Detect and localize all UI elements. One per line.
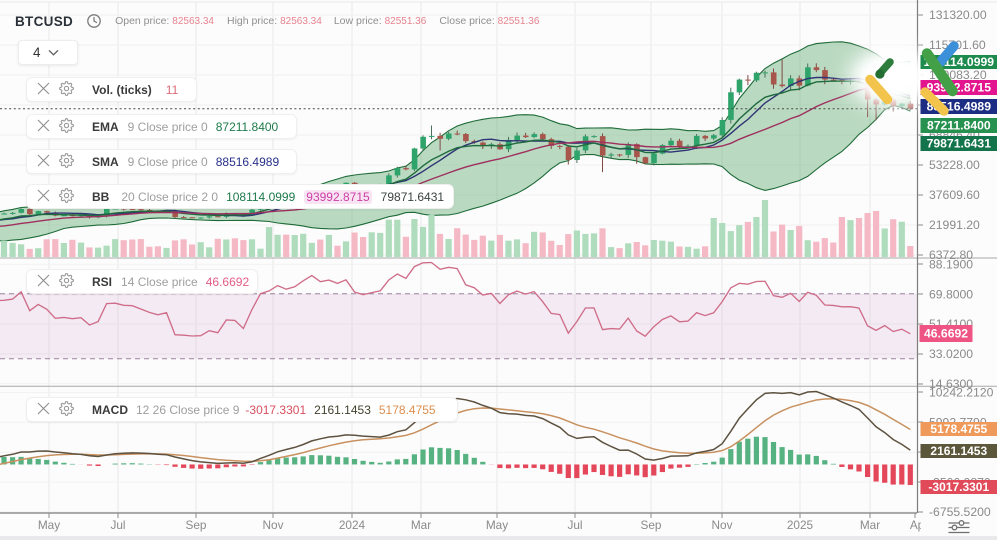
svg-text:79871.6431: 79871.6431: [927, 137, 992, 151]
svg-text:Mar: Mar: [860, 518, 880, 532]
svg-text:5178.4755: 5178.4755: [930, 422, 987, 436]
svg-text:14.6300: 14.6300: [929, 377, 973, 391]
svg-text:93992.8715: 93992.8715: [927, 81, 992, 95]
svg-text:May: May: [486, 518, 508, 532]
svg-text:Jul: Jul: [110, 518, 125, 532]
svg-text:88.1900: 88.1900: [929, 258, 973, 272]
svg-text:2161.1453: 2161.1453: [930, 444, 987, 458]
svg-text:37609.60: 37609.60: [929, 188, 980, 202]
svg-text:Apr: Apr: [910, 518, 928, 532]
svg-text:33.0200: 33.0200: [929, 347, 973, 361]
svg-text:87211.8400: 87211.8400: [927, 119, 991, 133]
svg-text:-3017.3301: -3017.3301: [928, 480, 989, 494]
svg-text:2024: 2024: [339, 518, 366, 532]
svg-text:-6755.5200: -6755.5200: [929, 505, 991, 519]
svg-text:131320.00: 131320.00: [929, 8, 987, 22]
svg-text:Mar: Mar: [411, 518, 431, 532]
svg-text:10242.2120: 10242.2120: [929, 386, 994, 400]
svg-text:46.6692: 46.6692: [924, 327, 968, 341]
svg-text:6372.80: 6372.80: [929, 248, 973, 262]
svg-text:2025: 2025: [787, 518, 814, 532]
svg-text:May: May: [38, 518, 60, 532]
svg-text:69.8000: 69.8000: [929, 287, 973, 301]
svg-text:21991.20: 21991.20: [929, 218, 980, 232]
svg-text:Sep: Sep: [186, 518, 207, 532]
svg-text:Jul: Jul: [567, 518, 582, 532]
svg-text:53228.00: 53228.00: [929, 158, 980, 172]
svg-text:Nov: Nov: [263, 518, 284, 532]
svg-text:Nov: Nov: [712, 518, 733, 532]
svg-text:Sep: Sep: [641, 518, 662, 532]
